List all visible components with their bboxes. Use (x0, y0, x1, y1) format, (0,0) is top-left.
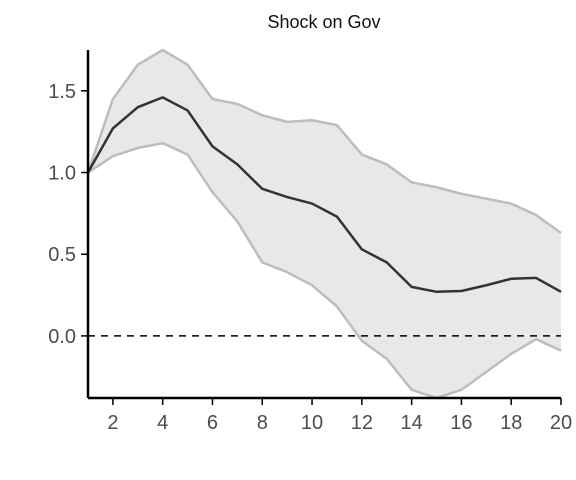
x-tick-label: 8 (257, 412, 268, 434)
x-tick-label: 18 (500, 412, 522, 434)
y-tick-label: 1.5 (48, 81, 76, 103)
chart-title: Shock on Gov (267, 12, 380, 32)
x-tick-label: 20 (550, 412, 572, 434)
confidence-band-area (88, 50, 561, 398)
confidence-band-layer (88, 50, 561, 398)
x-tick-label: 4 (157, 412, 168, 434)
y-tick-label: 0.5 (48, 244, 76, 266)
y-tick-label: 0.0 (48, 326, 76, 348)
x-tick-label: 10 (301, 412, 323, 434)
y-tick-label: 1.0 (48, 163, 76, 185)
x-tick-label: 6 (207, 412, 218, 434)
x-tick-label: 14 (401, 412, 423, 434)
x-tick-label: 2 (107, 412, 118, 434)
x-tick-label: 12 (351, 412, 373, 434)
x-tick-label: 16 (450, 412, 472, 434)
